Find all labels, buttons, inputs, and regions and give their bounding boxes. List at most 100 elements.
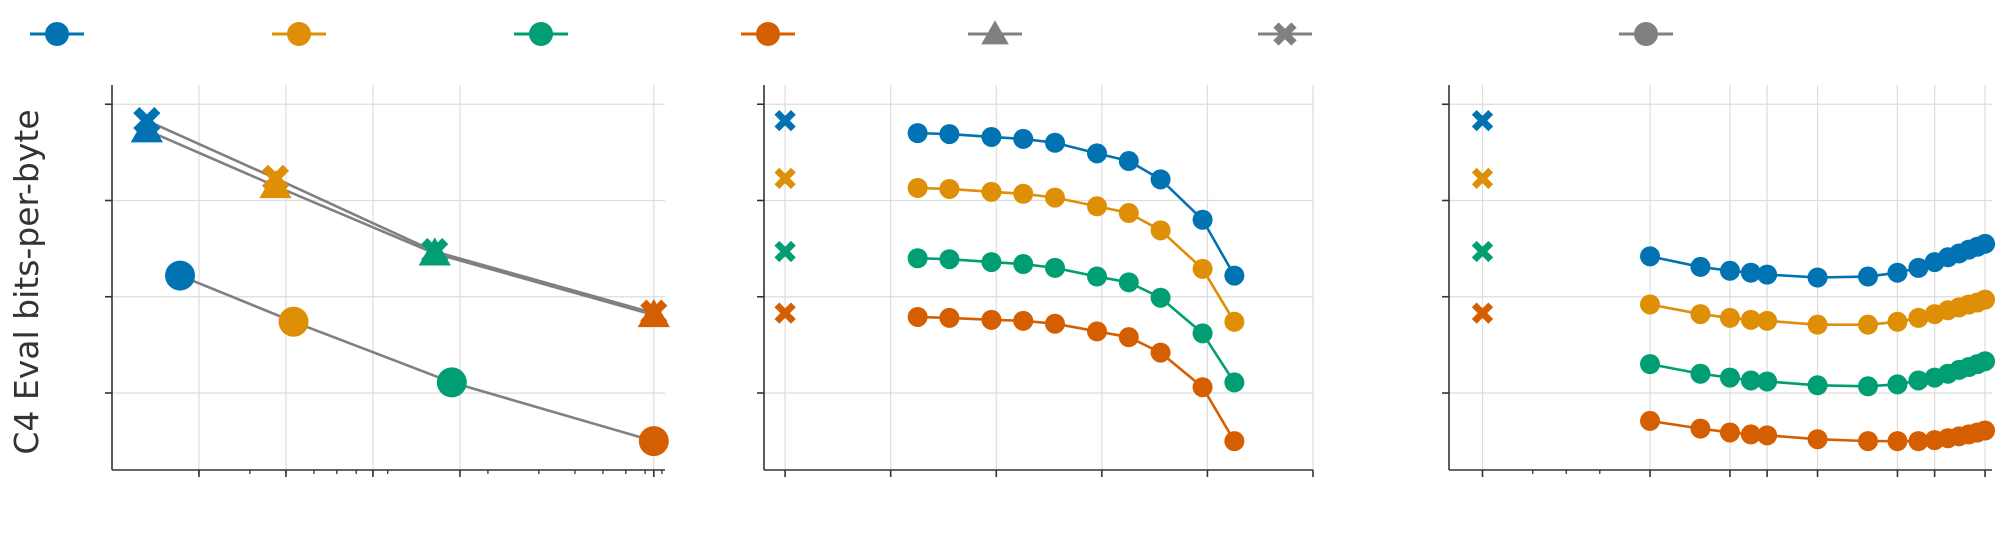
data-point: [907, 248, 928, 269]
data-point: [1045, 187, 1066, 208]
data-point: [261, 164, 290, 192]
data-point: [1757, 371, 1778, 392]
series-line-7-5b: [917, 315, 1236, 442]
data-point: [1757, 264, 1778, 285]
data-point: [165, 260, 196, 291]
data-point: [1857, 431, 1878, 452]
series-line-1-5b: [917, 256, 1236, 384]
data-point: [1690, 363, 1711, 384]
retro-off-point: [1471, 167, 1494, 190]
data-point: [1975, 420, 1996, 441]
data-point: [1719, 260, 1740, 281]
data-point: [1150, 342, 1171, 363]
data-point: [1192, 258, 1213, 279]
data-point: [1740, 424, 1761, 445]
data-point: [1045, 313, 1066, 334]
data-point: [1740, 262, 1761, 283]
data-point: [1224, 311, 1245, 332]
data-point: [1719, 367, 1740, 388]
series-line-retro-off-: [146, 119, 655, 315]
data-point: [1224, 372, 1245, 393]
retro-off-point: [774, 240, 796, 263]
data-point: [981, 126, 1002, 147]
data-point: [1887, 431, 1908, 452]
series-line-425m: [917, 186, 1236, 323]
data-point: [1857, 266, 1878, 287]
legend-marker-3: [756, 22, 780, 46]
retro-off-point: [1471, 302, 1494, 324]
data-point: [1640, 246, 1661, 267]
data-point: [1887, 262, 1908, 283]
data-point: [1740, 309, 1761, 330]
data-point: [1118, 203, 1139, 224]
series-line-baseline: [146, 129, 655, 317]
data-point: [907, 123, 928, 144]
data-point: [638, 426, 669, 457]
panel-neighbors: [1442, 85, 1996, 477]
retro-off-point: [774, 167, 796, 190]
data-point: [1192, 377, 1213, 398]
series-line-172m: [917, 131, 1236, 277]
retro-off-point: [1471, 109, 1494, 132]
data-point: [436, 367, 467, 398]
data-point: [1975, 233, 1996, 254]
data-point: [1908, 257, 1929, 278]
data-point: [907, 177, 928, 198]
data-point: [1224, 431, 1245, 452]
series-line-retro-on-: [179, 274, 655, 443]
data-point: [1807, 375, 1828, 396]
data-point: [1757, 310, 1778, 331]
retro-off-point: [1471, 240, 1494, 263]
y-axis-label: C4 Eval bits-per-byte: [7, 109, 46, 454]
data-point: [278, 306, 309, 337]
data-point: [1045, 257, 1066, 278]
data-point: [1640, 354, 1661, 375]
retro-off-point: [774, 302, 796, 324]
data-point: [1908, 431, 1929, 452]
data-point: [981, 252, 1002, 273]
data-point: [1087, 143, 1108, 164]
data-point: [939, 307, 960, 328]
data-point: [981, 309, 1002, 330]
data-point: [1118, 151, 1139, 172]
data-point: [1857, 376, 1878, 397]
data-point: [421, 237, 449, 266]
data-point: [1013, 254, 1034, 275]
data-point: [1118, 327, 1139, 348]
data-point: [1690, 418, 1711, 439]
data-point: [939, 178, 960, 199]
data-point: [1887, 311, 1908, 332]
data-point: [1740, 370, 1761, 391]
data-point: [1857, 314, 1878, 335]
legend-marker-4: [981, 20, 1009, 45]
legend-marker-5: [1273, 22, 1297, 46]
legend-marker-1: [287, 22, 311, 46]
data-point: [1013, 183, 1034, 204]
data-point: [1690, 304, 1711, 325]
data-point: [133, 107, 161, 135]
data-point: [1224, 265, 1245, 286]
data-point: [1690, 256, 1711, 277]
data-point: [1013, 310, 1034, 331]
panel-params: [105, 85, 670, 477]
data-point: [1719, 422, 1740, 443]
legend-marker-0: [45, 22, 69, 46]
data-point: [939, 249, 960, 270]
data-point: [1192, 209, 1213, 230]
panel-retrieval-dataset: [757, 85, 1314, 477]
data-point: [1045, 132, 1066, 153]
data-point: [1087, 321, 1108, 342]
data-point: [939, 124, 960, 145]
data-point: [1975, 289, 1996, 310]
legend-marker-6: [1634, 22, 1658, 46]
data-point: [1087, 266, 1108, 287]
data-point: [907, 306, 928, 327]
data-point: [1150, 220, 1171, 241]
legend: [30, 20, 1673, 46]
data-point: [1807, 314, 1828, 335]
data-point: [1150, 169, 1171, 190]
data-point: [1757, 425, 1778, 446]
legend-marker-2: [529, 22, 553, 46]
data-point: [1908, 307, 1929, 328]
